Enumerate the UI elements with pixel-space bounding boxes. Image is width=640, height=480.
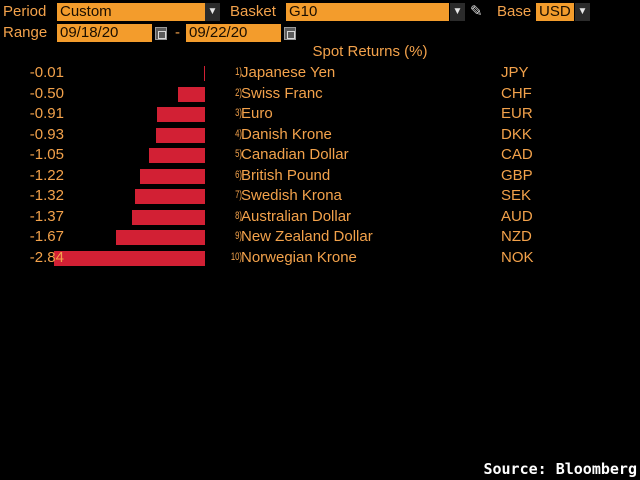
value-label: -1.32 <box>29 187 64 204</box>
period-label: Period <box>3 3 47 20</box>
currency-code: CHF <box>501 84 532 102</box>
currency-name[interactable]: British Pound <box>241 166 331 184</box>
bar <box>178 86 205 102</box>
currency-code: AUD <box>501 207 533 225</box>
calendar-icon[interactable] <box>284 27 296 40</box>
currency-code: DKK <box>501 125 532 143</box>
table-row[interactable]: -1.05 5) Canadian Dollar CAD <box>0 145 640 165</box>
value-label: -1.22 <box>29 166 64 184</box>
rank-label: 1) <box>235 66 242 78</box>
rank-label: 3) <box>235 107 242 119</box>
range-start-value: 09/18/20 <box>60 24 119 41</box>
currency-name[interactable]: Danish Krone <box>241 125 332 143</box>
value-label: -0.50 <box>29 84 64 102</box>
currency-name[interactable]: Canadian Dollar <box>241 146 349 163</box>
currency-name[interactable]: New Zealand Dollar <box>241 228 373 245</box>
rank-label: 8) <box>235 209 242 222</box>
range-end-input[interactable]: 09/22/20 <box>186 24 281 42</box>
base-value: USD <box>539 3 571 20</box>
currency-code: NOK <box>501 248 534 266</box>
currency-code: SEK <box>501 187 532 204</box>
chevron-down-icon[interactable]: ▼ <box>450 3 465 21</box>
bar <box>134 189 205 204</box>
bar <box>116 230 205 245</box>
table-row[interactable]: -0.50 2) Swiss Franc CHF <box>0 84 640 104</box>
bar <box>140 168 205 184</box>
currency-name[interactable]: Australian Dollar <box>241 207 352 225</box>
period-select[interactable]: Custom ▼ <box>57 3 220 21</box>
table-row[interactable]: -0.01 1) Japanese Yen JPY <box>0 63 640 83</box>
currency-code: EUR <box>501 105 533 122</box>
table-row[interactable]: -1.32 7) Swedish Krona SEK <box>0 186 640 206</box>
rank-label: 9) <box>235 230 242 242</box>
currency-name[interactable]: Swiss Franc <box>241 84 323 102</box>
currency-code: NZD <box>501 228 532 245</box>
range-label: Range <box>3 24 48 41</box>
basket-select[interactable]: G10 <box>286 3 449 21</box>
rank-label: 5) <box>235 148 242 160</box>
chevron-down-icon[interactable]: ▼ <box>205 3 220 21</box>
currency-code: JPY <box>501 64 529 81</box>
range-start-input[interactable]: 09/18/20 <box>57 24 152 42</box>
bar <box>156 107 205 122</box>
range-separator: - <box>175 24 180 41</box>
source-note: Source: Bloomberg <box>483 460 637 478</box>
basket-label: Basket <box>230 3 276 20</box>
bar <box>53 250 205 266</box>
value-label: -0.01 <box>29 64 64 81</box>
value-label: -0.93 <box>29 125 64 143</box>
chart-title: Spot Returns (%) <box>312 43 428 60</box>
table-row[interactable]: -1.37 8) Australian Dollar AUD <box>0 207 640 227</box>
currency-name[interactable]: Norwegian Krone <box>241 248 357 266</box>
currency-name[interactable]: Japanese Yen <box>241 64 336 81</box>
range-end-value: 09/22/20 <box>189 24 248 41</box>
currency-name[interactable]: Euro <box>241 105 273 122</box>
chevron-down-icon[interactable]: ▼ <box>575 3 590 21</box>
table-row[interactable]: -1.67 9) New Zealand Dollar NZD <box>0 227 640 247</box>
rank-label: 7) <box>235 189 242 201</box>
table-row[interactable]: -0.91 3) Euro EUR <box>0 104 640 124</box>
currency-code: GBP <box>501 166 533 184</box>
value-label: -1.37 <box>29 207 64 225</box>
base-label: Base <box>497 3 532 20</box>
table-row[interactable]: -1.22 6) British Pound GBP <box>0 166 640 186</box>
bar <box>149 148 205 163</box>
currency-name[interactable]: Swedish Krona <box>241 187 342 204</box>
rank-label: 6) <box>235 168 242 181</box>
table-row[interactable]: -2.84 10) Norwegian Krone NOK <box>0 248 640 268</box>
value-label: -1.67 <box>29 228 64 245</box>
rank-label: 4) <box>235 127 242 140</box>
bar <box>132 209 205 225</box>
basket-value: G10 <box>289 3 318 20</box>
calendar-icon[interactable] <box>155 27 167 40</box>
rank-label: 2) <box>235 86 242 99</box>
table-row[interactable]: -0.93 4) Danish Krone DKK <box>0 125 640 145</box>
pencil-icon[interactable]: ✎ <box>470 3 483 20</box>
value-label: -2.84 <box>29 248 64 266</box>
value-label: -1.05 <box>29 146 64 163</box>
bar <box>155 127 205 143</box>
value-label: -0.91 <box>29 105 64 122</box>
bar <box>204 66 205 81</box>
base-select[interactable]: USD <box>536 3 574 21</box>
rank-label: 10) <box>230 250 242 263</box>
currency-code: CAD <box>501 146 533 163</box>
period-value: Custom <box>60 3 112 20</box>
